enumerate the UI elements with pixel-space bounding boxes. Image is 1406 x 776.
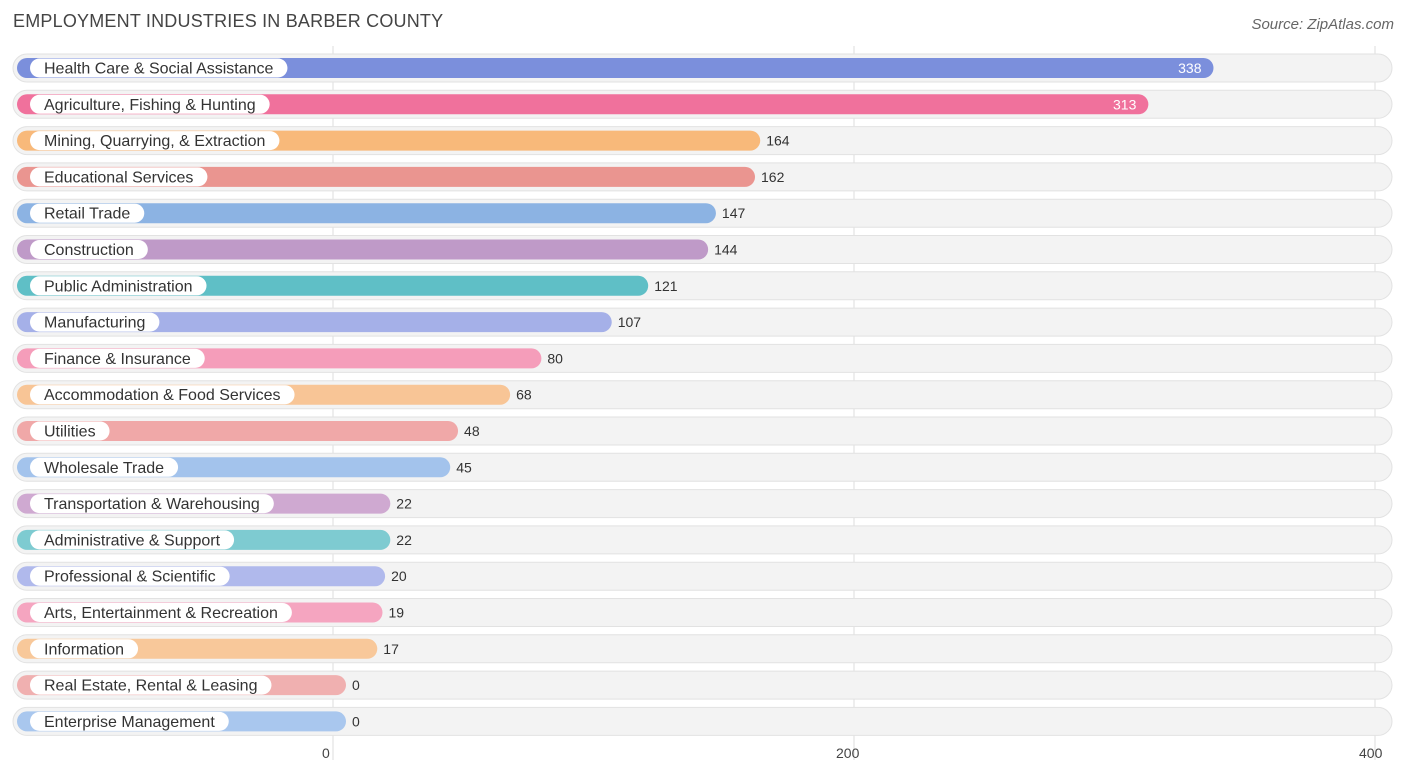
category-label: Administrative & Support: [44, 532, 221, 549]
category-label: Mining, Quarrying, & Extraction: [44, 133, 265, 150]
category-label-pill: [30, 566, 230, 586]
chart-source: Source: ZipAtlas.com: [1251, 16, 1394, 33]
chart-title: EMPLOYMENT INDUSTRIES IN BARBER COUNTY: [13, 11, 444, 31]
category-label-pill: [30, 167, 208, 187]
bar: [17, 239, 709, 260]
value-label: 17: [383, 641, 399, 657]
category-label: Arts, Entertainment & Recreation: [44, 605, 278, 622]
bar: [17, 58, 1214, 78]
category-label: Health Care & Social Assistance: [44, 61, 274, 78]
category-label-pill: [30, 58, 288, 78]
value-label: 338: [1178, 60, 1202, 76]
category-label: Public Administration: [44, 278, 193, 295]
value-label: 20: [391, 568, 407, 584]
category-label-pill: [30, 240, 148, 259]
value-label: 80: [547, 350, 563, 366]
axis-layer: 0 200 400: [322, 745, 1383, 761]
value-label: 121: [654, 278, 678, 294]
category-label-pill: [30, 94, 270, 114]
category-label: Agriculture, Fishing & Hunting: [44, 97, 256, 114]
value-label: 144: [714, 242, 738, 258]
category-label-pill: [30, 348, 205, 368]
category-label: Construction: [44, 242, 134, 259]
category-label: Professional & Scientific: [44, 569, 216, 586]
bar: [17, 421, 459, 441]
value-label: 0: [352, 713, 360, 729]
bars-layer: Health Care & Social Assistance 338 Agricu…: [12, 53, 1393, 736]
category-label: Real Estate, Rental & Leasing: [44, 678, 257, 695]
value-label: 48: [464, 423, 480, 439]
bar: [17, 312, 612, 333]
category-label-pill: [30, 276, 207, 296]
value-label: 313: [1113, 96, 1137, 112]
value-label: 19: [388, 605, 404, 621]
category-label: Manufacturing: [44, 315, 145, 332]
x-tick-label: 400: [1359, 745, 1383, 761]
category-label-pill: [30, 711, 229, 731]
category-label-pill: [30, 385, 295, 405]
category-label: Wholesale Trade: [44, 460, 164, 477]
value-label: 164: [766, 133, 790, 149]
row-track: [12, 670, 1393, 700]
category-label-pill: [30, 494, 274, 514]
value-label: 22: [396, 496, 412, 512]
category-label-pill: [30, 603, 292, 622]
bar: [17, 94, 1149, 115]
value-label: 22: [396, 532, 412, 548]
category-label-pill: [30, 131, 280, 151]
category-label: Finance & Insurance: [44, 351, 191, 368]
category-label-pill: [30, 675, 272, 695]
value-label: 107: [618, 314, 642, 330]
category-label-pill: [30, 203, 145, 223]
x-tick-label: 0: [322, 745, 330, 761]
category-label: Retail Trade: [44, 206, 130, 223]
value-label: 0: [352, 677, 360, 693]
category-label: Information: [44, 641, 124, 658]
category-label: Educational Services: [44, 169, 193, 186]
category-label: Enterprise Management: [44, 714, 215, 731]
category-label-pill: [30, 530, 235, 550]
category-label: Accommodation & Food Services: [44, 387, 281, 404]
value-label: 162: [761, 169, 785, 185]
row-track: [12, 706, 1393, 736]
category-label-pill: [30, 639, 139, 659]
category-label: Transportation & Warehousing: [44, 496, 260, 513]
value-label: 45: [456, 459, 472, 475]
value-label: 68: [516, 387, 532, 403]
value-label: 147: [722, 205, 746, 221]
category-label-pill: [30, 457, 179, 477]
category-label: Utilities: [44, 424, 96, 441]
bar: [17, 203, 716, 224]
category-label-pill: [30, 312, 160, 332]
x-tick-label: 200: [836, 745, 860, 761]
category-label-pill: [30, 421, 110, 441]
